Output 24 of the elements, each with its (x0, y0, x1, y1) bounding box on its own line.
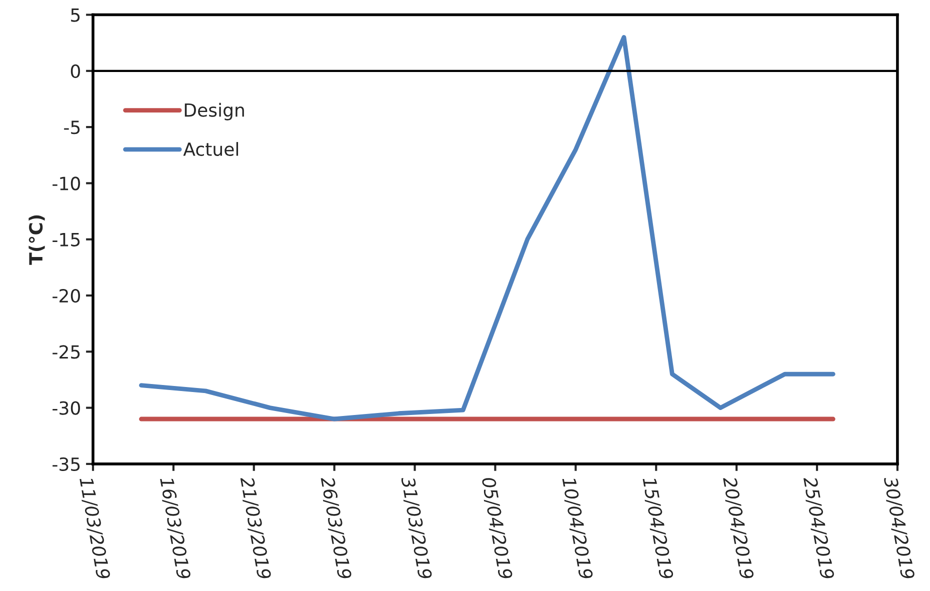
x-tick-label: 11/03/2019 (78, 476, 111, 580)
y-tick-label: -5 (64, 120, 80, 134)
legend-label: Design (184, 102, 244, 120)
x-tick-label: 30/04/2019 (882, 476, 916, 580)
x-tick-label: 26/03/2019 (319, 476, 352, 580)
x-tick-label: 16/03/2019 (158, 476, 192, 580)
x-tick-label: 31/03/2019 (400, 476, 432, 580)
y-tick-label: -25 (52, 345, 80, 359)
x-tick-label: 20/04/2019 (721, 476, 754, 580)
x-tick-label: 10/04/2019 (560, 476, 594, 580)
line-series (139, 35, 836, 422)
y-tick-label: -20 (52, 288, 80, 303)
x-tick-label: 05/04/2019 (480, 476, 513, 580)
y-axis-title: T(°C) (28, 215, 45, 265)
x-tick-label: 15/04/2019 (641, 476, 674, 580)
x-tick-label: 21/03/2019 (238, 476, 272, 580)
y-tick-label: -10 (52, 176, 80, 190)
y-tick-label: 5 (71, 8, 80, 22)
y-tick-label: -35 (52, 457, 80, 472)
y-tick-label: -30 (52, 401, 80, 415)
x-tick-label: 25/04/2019 (802, 476, 835, 580)
y-tick-label: -15 (52, 233, 80, 246)
y-tick-label: 0 (70, 64, 80, 78)
legend-label: Actuel (183, 142, 238, 156)
